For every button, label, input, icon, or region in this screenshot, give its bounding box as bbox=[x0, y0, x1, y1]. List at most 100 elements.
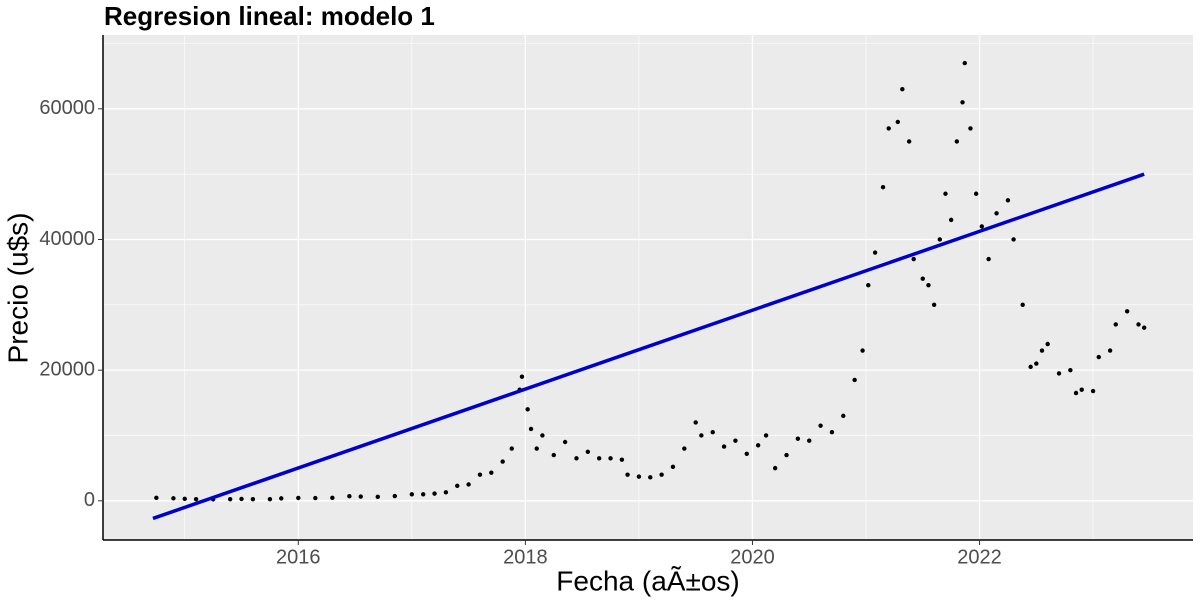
point bbox=[886, 126, 891, 131]
chart-title: Regresion lineal: modelo 1 bbox=[104, 1, 435, 31]
point bbox=[880, 185, 886, 190]
point bbox=[375, 494, 380, 500]
point bbox=[509, 446, 514, 451]
point bbox=[608, 456, 613, 461]
x-tick-label: 2018 bbox=[503, 546, 548, 568]
point bbox=[931, 302, 937, 308]
point bbox=[670, 464, 676, 470]
point bbox=[911, 256, 916, 262]
point bbox=[1034, 361, 1039, 366]
y-tick-label: 20000 bbox=[39, 358, 95, 380]
point bbox=[866, 283, 871, 288]
regression-line bbox=[152, 172, 1145, 521]
point bbox=[619, 457, 625, 462]
point bbox=[860, 348, 865, 353]
point bbox=[574, 456, 579, 461]
point bbox=[239, 496, 244, 502]
point bbox=[443, 490, 449, 495]
point bbox=[636, 474, 642, 479]
point bbox=[227, 497, 233, 502]
point bbox=[489, 470, 494, 475]
point bbox=[1079, 387, 1084, 392]
point bbox=[937, 237, 943, 242]
point bbox=[744, 451, 749, 456]
point bbox=[267, 497, 273, 502]
point bbox=[420, 492, 426, 497]
point bbox=[807, 438, 812, 443]
point bbox=[182, 496, 187, 502]
point bbox=[1107, 348, 1113, 353]
point bbox=[625, 472, 630, 477]
point bbox=[1020, 302, 1025, 308]
point bbox=[973, 191, 979, 196]
y-tick-label: 60000 bbox=[39, 97, 95, 119]
point bbox=[1056, 371, 1062, 376]
point bbox=[525, 407, 530, 412]
y-tick-label: 40000 bbox=[39, 228, 95, 250]
point bbox=[733, 438, 738, 443]
point bbox=[585, 449, 591, 455]
point bbox=[962, 60, 967, 66]
point bbox=[784, 452, 789, 458]
point bbox=[330, 495, 335, 501]
point bbox=[154, 495, 159, 501]
point bbox=[872, 250, 878, 255]
point bbox=[948, 217, 954, 223]
point bbox=[968, 126, 973, 131]
point bbox=[659, 472, 664, 477]
point bbox=[1039, 348, 1045, 353]
point bbox=[818, 423, 823, 428]
point bbox=[296, 495, 301, 501]
point bbox=[519, 374, 525, 379]
point bbox=[409, 492, 415, 497]
point bbox=[596, 456, 602, 461]
point bbox=[841, 413, 846, 419]
point bbox=[755, 443, 761, 448]
panel bbox=[103, 35, 1193, 540]
point bbox=[279, 496, 284, 501]
point bbox=[551, 452, 556, 458]
point bbox=[1073, 390, 1079, 396]
point bbox=[1096, 354, 1101, 360]
point bbox=[795, 436, 801, 441]
point bbox=[1141, 325, 1147, 330]
point bbox=[710, 430, 715, 435]
point bbox=[979, 224, 985, 229]
point bbox=[1090, 388, 1096, 394]
point bbox=[466, 482, 471, 487]
point bbox=[392, 493, 398, 499]
point bbox=[960, 100, 965, 105]
x-tick-label: 2016 bbox=[276, 546, 321, 568]
point bbox=[648, 475, 653, 480]
point bbox=[250, 497, 256, 502]
y-tick-label: 0 bbox=[84, 489, 95, 511]
point bbox=[528, 426, 534, 432]
x-tick-label: 2022 bbox=[957, 546, 1002, 568]
point bbox=[1011, 237, 1016, 242]
point bbox=[313, 495, 318, 501]
x-axis-label: Fecha (aÃ±os) bbox=[556, 565, 739, 596]
point bbox=[193, 497, 199, 502]
point bbox=[1068, 367, 1073, 373]
point bbox=[1028, 364, 1033, 370]
point bbox=[534, 446, 539, 451]
point bbox=[455, 483, 460, 488]
point bbox=[540, 433, 545, 438]
point bbox=[171, 496, 176, 501]
point bbox=[432, 491, 437, 496]
point bbox=[693, 420, 698, 425]
point bbox=[500, 459, 505, 464]
point bbox=[986, 256, 991, 262]
point bbox=[699, 433, 704, 438]
point bbox=[772, 465, 778, 471]
point bbox=[477, 472, 483, 477]
point bbox=[1005, 198, 1011, 203]
point bbox=[721, 444, 727, 449]
point bbox=[906, 139, 912, 144]
point bbox=[1045, 341, 1050, 347]
point bbox=[763, 433, 769, 438]
point bbox=[900, 87, 905, 92]
point bbox=[926, 283, 931, 288]
point bbox=[682, 446, 687, 451]
